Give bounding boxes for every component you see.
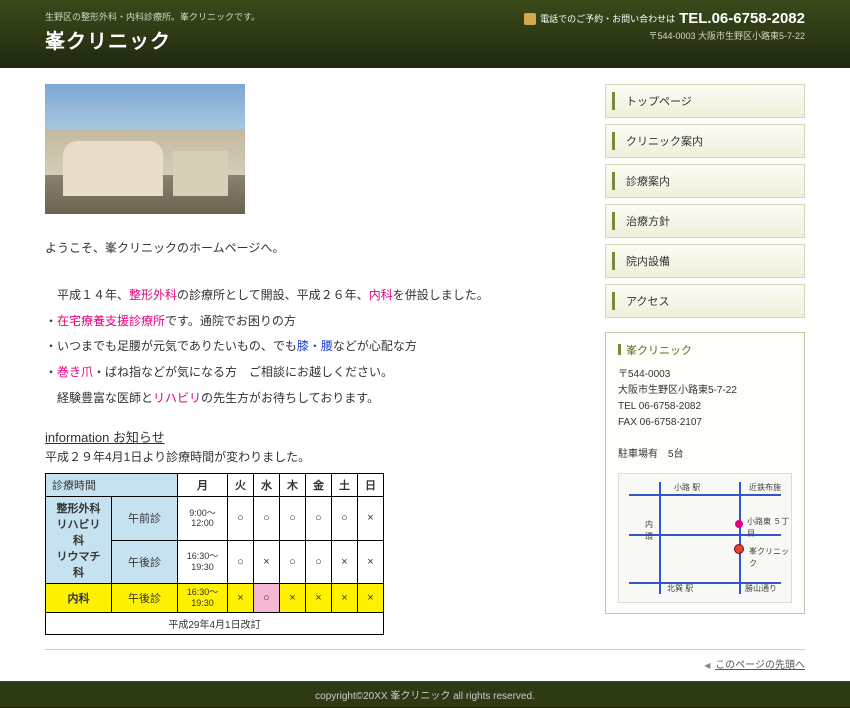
intro-p1: 平成１４年、整形外科の診療所として開設、平成２６年、内科を併設しました。 [45,285,585,307]
site-footer: copyright©20XX 峯クリニック all rights reserve… [0,681,850,708]
clinic-photo [45,84,245,214]
nav-policy[interactable]: 治療方針 [605,204,805,238]
intro-b4: 経験豊富な医師とリハビリの先生方がお待ちしております。 [45,388,585,410]
pagetop-link[interactable]: このページの先頭へ [715,660,805,671]
site-header: 生野区の整形外科・内科診療所。峯クリニックです。 峯クリニック 電話でのご予約・… [0,0,850,68]
access-map: 小路 駅 近鉄布施 小路東 ５丁目 峯クリニック 北巽 駅 勝山通り 内 環 [618,473,792,603]
nav-top[interactable]: トップページ [605,84,805,118]
nav-access[interactable]: アクセス [605,284,805,318]
pagetop-link-wrap: このページの先頭へ [0,650,850,681]
sidebar: トップページ クリニック案内 診療案内 治療方針 院内設備 アクセス 峯クリニッ… [605,84,805,635]
nav-facilities[interactable]: 院内設備 [605,244,805,278]
intro-b1: ・在宅療養支援診療所です。通院でお困りの方 [45,311,585,333]
nav-clinic-guide[interactable]: クリニック案内 [605,124,805,158]
info-heading: information お知らせ [45,427,585,446]
intro-b3: ・巻き爪・ばね指などが気になる方 ご相談にお越しください。 [45,362,585,384]
intro-b2: ・いつまでも足腰が元気でありたいもの、でも膝・腰などが心配な方 [45,336,585,358]
clinic-info-title: 峯クリニック [618,343,792,361]
header-address: 〒544-0003 大阪市生野区小路東5-7-22 [524,29,805,42]
schedule-table: 診療時間 月火水木金土日 整形外科 リハビリ科 リウマチ科 午前診 9:00～ … [45,473,384,635]
phone-icon [524,13,536,25]
welcome-text: ようこそ、峯クリニックのホームページへ。 [45,238,585,260]
tagline: 生野区の整形外科・内科診療所。峯クリニックです。 [45,10,260,23]
clinic-info-box: 峯クリニック 〒544-0003 大阪市生野区小路東5-7-22 TEL 06-… [605,332,805,614]
site-logo: 峯クリニック [45,25,260,54]
nav-treatment-guide[interactable]: 診療案内 [605,164,805,198]
main-content: ようこそ、峯クリニックのホームページへ。 平成１４年、整形外科の診療所として開設… [45,84,585,635]
info-notice: 平成２９年4月1日より診療時間が変わりました。 [45,448,585,465]
tel-label: 電話でのご予約・お問い合わせは [540,12,675,25]
tel-number: TEL.06-6758-2082 [679,10,805,27]
